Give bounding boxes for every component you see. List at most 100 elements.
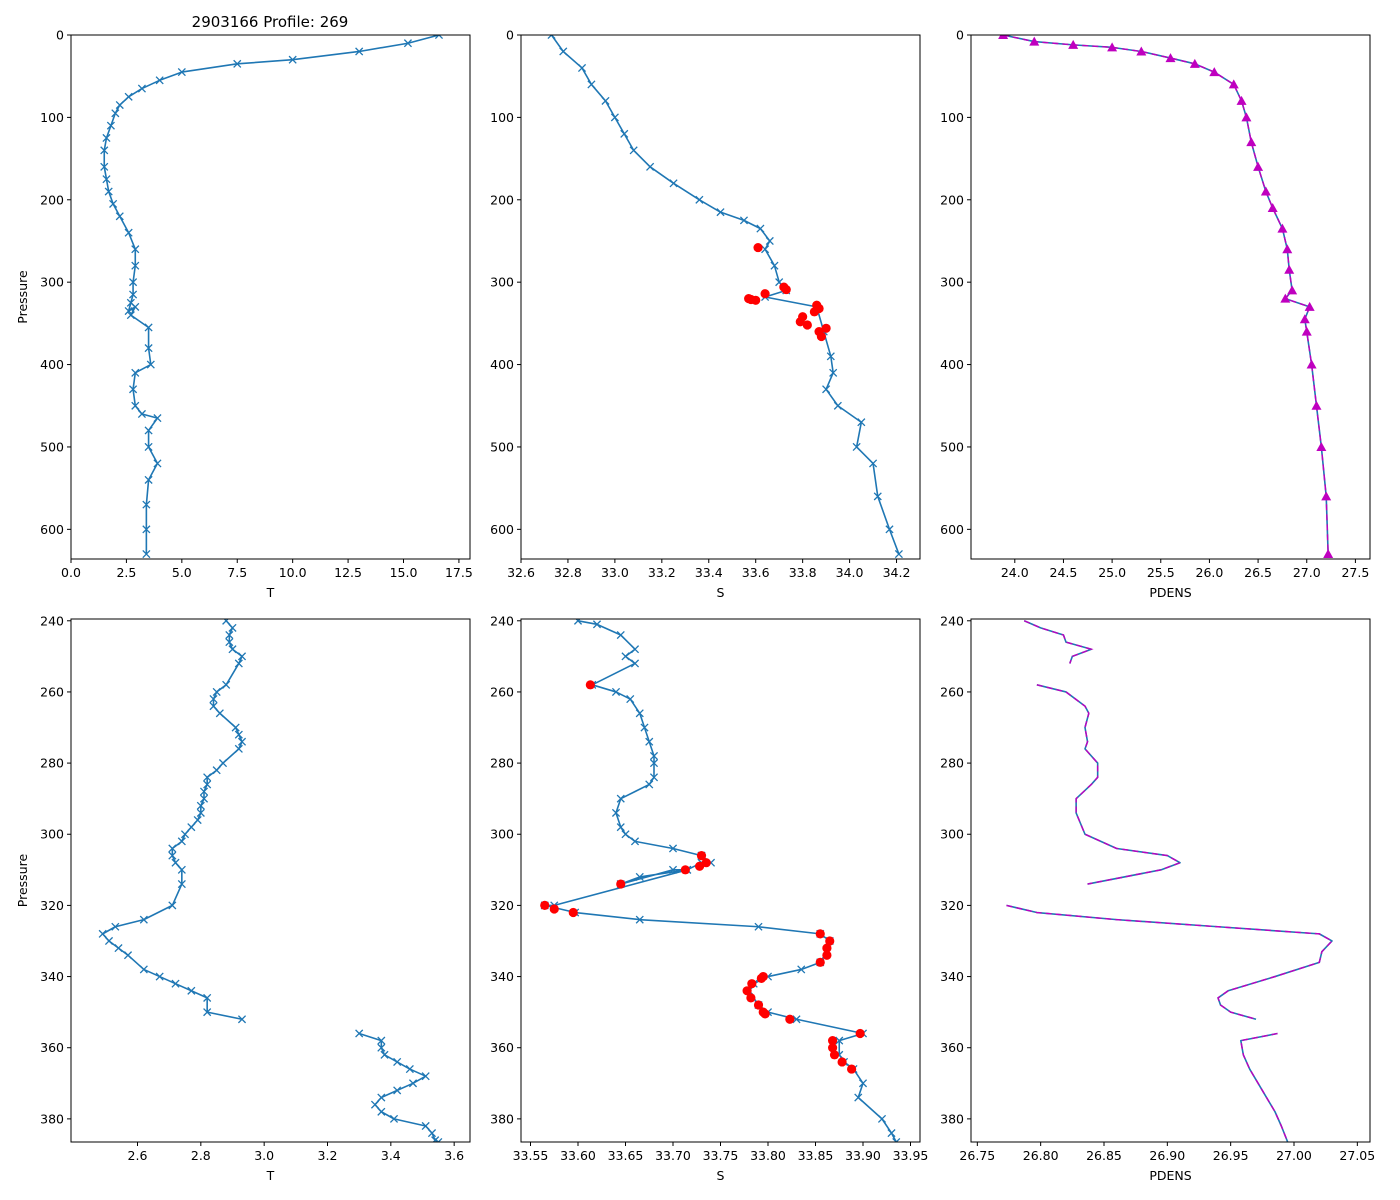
data-point xyxy=(106,121,115,130)
data-point xyxy=(126,311,135,320)
data-point xyxy=(829,368,838,377)
data-point xyxy=(129,278,138,287)
data-point xyxy=(1299,314,1310,324)
data-point xyxy=(1189,58,1200,68)
data-point xyxy=(237,1015,247,1024)
series-line-s xyxy=(543,619,897,1142)
data-point xyxy=(155,972,164,981)
data-point xyxy=(142,549,151,559)
y-tick-label: 500 xyxy=(40,439,64,454)
data-point xyxy=(222,680,231,689)
x-tick-label: 33.65 xyxy=(608,1148,644,1163)
x-tick-label: 26.90 xyxy=(1149,1148,1185,1163)
y-tick-label: 300 xyxy=(940,827,964,842)
data-point xyxy=(1306,359,1317,369)
y-axis-label: Pressure xyxy=(15,270,30,324)
flagged-point xyxy=(825,936,835,946)
axes-frame xyxy=(70,618,471,1143)
data-point xyxy=(100,162,109,171)
data-point xyxy=(611,687,621,696)
flagged-point xyxy=(821,323,831,333)
data-point xyxy=(1316,441,1327,451)
y-tick-label: 600 xyxy=(490,522,514,537)
flagged-point xyxy=(822,950,832,960)
x-tick-label: 27.00 xyxy=(1276,1148,1312,1163)
data-point xyxy=(695,195,704,204)
y-tick-label: 0 xyxy=(56,28,64,43)
data-point xyxy=(212,687,221,696)
y-tick-label: 380 xyxy=(40,1111,64,1126)
plot-area xyxy=(98,619,443,1142)
flagged-point xyxy=(585,680,595,690)
x-tick-label: 33.75 xyxy=(703,1148,739,1163)
data-point xyxy=(196,808,205,817)
data-point xyxy=(177,68,186,77)
flagged-point xyxy=(802,320,812,330)
data-point xyxy=(868,459,878,468)
data-point xyxy=(177,879,186,889)
density-dash-line xyxy=(1036,684,1182,885)
flagged-point xyxy=(753,242,763,253)
data-point xyxy=(104,187,113,196)
data-point xyxy=(215,709,224,718)
data-point xyxy=(180,830,190,839)
flagged-point xyxy=(847,1064,857,1074)
x-tick-label: 33.6 xyxy=(742,565,770,580)
data-point xyxy=(587,80,596,89)
data-point xyxy=(826,352,835,361)
data-point xyxy=(111,922,120,931)
data-point xyxy=(822,385,831,394)
data-point xyxy=(649,751,659,761)
y-tick-label: 300 xyxy=(490,275,514,290)
x-tick-label: 32.6 xyxy=(507,565,535,580)
data-point xyxy=(131,261,140,270)
data-point xyxy=(98,929,107,938)
data-point xyxy=(1260,186,1271,196)
data-point xyxy=(124,92,133,101)
data-point xyxy=(1284,264,1295,274)
data-point xyxy=(100,146,109,155)
x-axis-label: S xyxy=(717,1168,725,1183)
y-tick-label: 360 xyxy=(940,1040,964,1055)
x-tick-label: 27.0 xyxy=(1293,565,1321,580)
y-tick-label: 240 xyxy=(490,613,514,628)
panel-temperature-full: 0.0 2.5 5.0 7.5 10.0 12.5 15.0 17.5 0 100 200 300 40… xyxy=(15,28,473,601)
data-point xyxy=(225,638,234,647)
y-tick-label: 300 xyxy=(940,275,964,290)
x-tick-label: 3.6 xyxy=(444,1148,464,1163)
data-point xyxy=(635,872,644,882)
data-point xyxy=(123,951,133,960)
y-tick-label: 300 xyxy=(490,827,514,842)
flagged-point xyxy=(781,284,791,295)
x-axis-label: S xyxy=(717,585,725,600)
flagged-point xyxy=(829,1050,840,1060)
axes-frame xyxy=(70,34,471,560)
data-point xyxy=(1107,42,1118,52)
series-line-t xyxy=(103,35,440,555)
data-point xyxy=(177,837,186,846)
data-point xyxy=(620,129,629,138)
data-point xyxy=(187,823,196,832)
x-tick-label: 33.85 xyxy=(798,1148,834,1163)
data-point xyxy=(649,759,659,768)
y-tick-label: 600 xyxy=(940,522,964,537)
data-point xyxy=(203,1008,212,1017)
data-point xyxy=(102,133,111,143)
flagged-point xyxy=(696,850,707,861)
data-point xyxy=(635,709,644,718)
data-point xyxy=(573,619,583,625)
y-tick-label: 500 xyxy=(940,439,964,454)
plot-area xyxy=(998,35,1334,559)
x-tick-label: 32.8 xyxy=(554,565,582,580)
data-point xyxy=(649,773,659,782)
y-tick-label: 500 xyxy=(490,439,514,454)
data-point xyxy=(427,1129,437,1138)
y-tick-label: 320 xyxy=(40,898,64,913)
y-tick-label: 340 xyxy=(490,969,514,984)
data-point xyxy=(171,858,180,867)
data-point xyxy=(225,630,234,640)
x-tick-label: 25.0 xyxy=(1098,565,1126,580)
data-point xyxy=(1301,326,1312,336)
series-line-pdens-a xyxy=(1023,620,1093,664)
x-tick-label: 34.0 xyxy=(836,565,864,580)
